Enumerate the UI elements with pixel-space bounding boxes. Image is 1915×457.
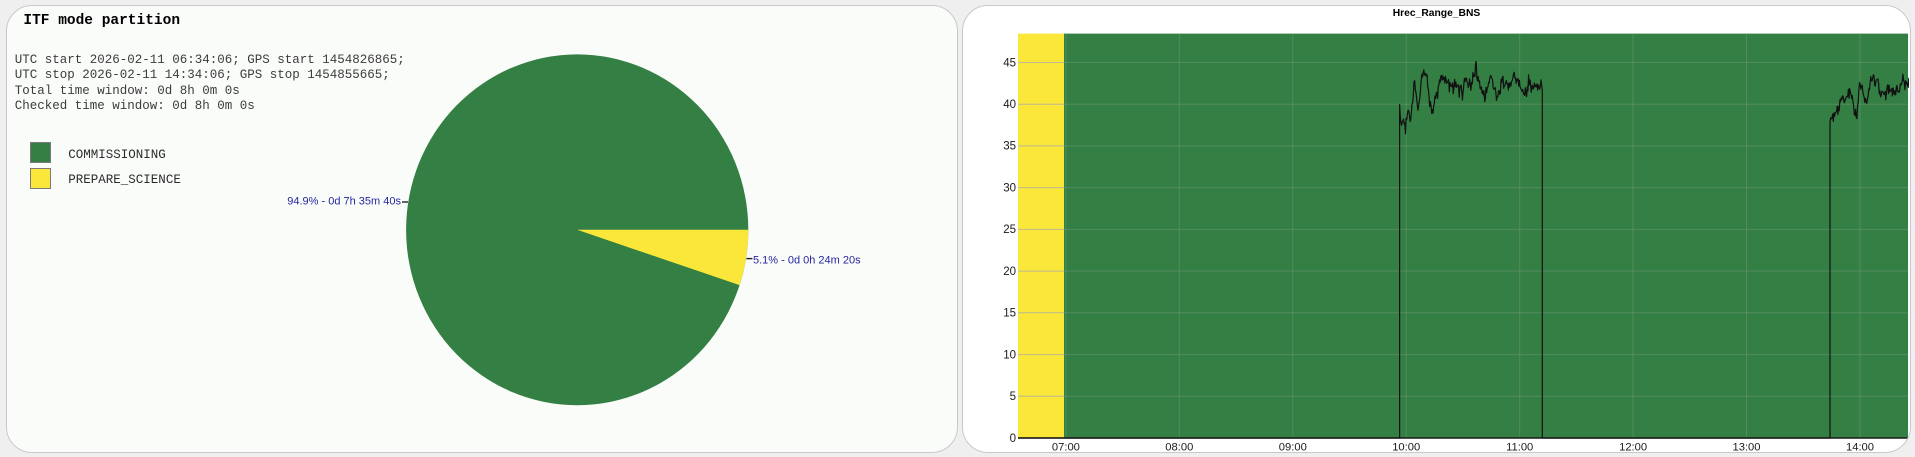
svg-text:5: 5 [1010, 391, 1016, 403]
svg-text:20: 20 [1003, 266, 1016, 278]
svg-text:30: 30 [1003, 182, 1016, 194]
svg-text:12:00: 12:00 [1619, 441, 1647, 451]
svg-text:10:00: 10:00 [1392, 441, 1420, 451]
svg-text:13:00: 13:00 [1733, 441, 1761, 451]
svg-text:45: 45 [1003, 57, 1016, 69]
svg-text:35: 35 [1003, 141, 1016, 153]
svg-text:11:00: 11:00 [1506, 441, 1533, 451]
svg-text:09:00: 09:00 [1279, 441, 1307, 451]
svg-text:10: 10 [1003, 349, 1016, 361]
svg-text:25: 25 [1003, 224, 1016, 236]
svg-text:5.1% - 0d 0h 24m 20s: 5.1% - 0d 0h 24m 20s [753, 255, 861, 267]
svg-text:14:00: 14:00 [1846, 441, 1874, 451]
svg-text:40: 40 [1003, 99, 1016, 111]
svg-text:07:00: 07:00 [1052, 441, 1080, 451]
svg-text:94.9% - 0d 7h 35m 40s: 94.9% - 0d 7h 35m 40s [287, 196, 401, 208]
svg-text:08:00: 08:00 [1165, 441, 1193, 451]
svg-text:0: 0 [1010, 433, 1016, 445]
svg-text:15: 15 [1003, 308, 1016, 320]
